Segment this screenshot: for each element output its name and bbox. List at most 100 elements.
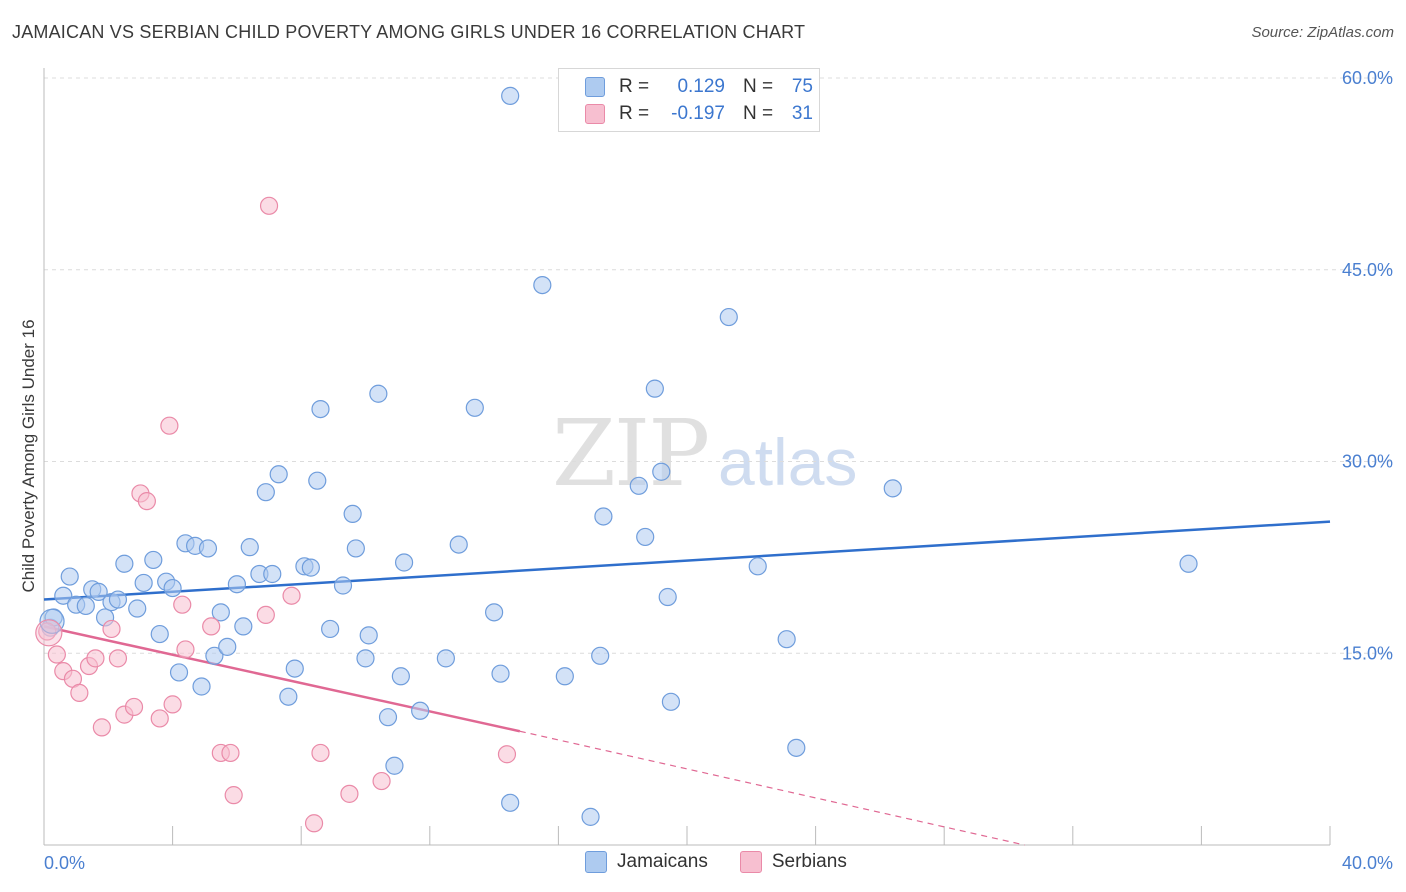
jamaicans-swatch xyxy=(585,77,605,97)
serbians-legend-label: Serbians xyxy=(771,851,847,872)
serbian-point xyxy=(259,196,279,215)
jamaican-point xyxy=(777,630,796,649)
jamaican-point xyxy=(311,399,330,419)
jamaican-point xyxy=(256,483,275,502)
n-value: 75 xyxy=(791,76,813,97)
x-tick-label-min: 0.0% xyxy=(44,853,85,873)
r-value: 0.129 xyxy=(677,76,725,97)
jamaican-point xyxy=(658,587,677,607)
serbian-point xyxy=(340,784,359,803)
serbians-legend-swatch xyxy=(739,851,762,873)
serbian-point xyxy=(163,695,182,714)
legend-row-serbians: R = -0.197 N = 31 xyxy=(585,102,813,126)
jamaican-point xyxy=(436,649,455,668)
serbian-point xyxy=(70,683,89,702)
jamaican-point xyxy=(128,599,147,618)
jamaican-point xyxy=(636,527,655,547)
jamaican-point xyxy=(883,479,902,498)
n-label: N = xyxy=(743,76,774,97)
jamaican-point xyxy=(301,558,320,577)
jamaican-point xyxy=(485,603,504,622)
axes xyxy=(43,68,1331,846)
jamaican-point xyxy=(359,626,378,645)
trend-lines xyxy=(43,520,1331,846)
jamaican-point xyxy=(333,576,353,595)
jamaican-point xyxy=(748,557,767,576)
jamaican-point xyxy=(594,507,613,526)
jamaican-point xyxy=(652,462,671,481)
jamaican-point xyxy=(661,692,681,711)
jamaican-point xyxy=(211,603,230,622)
serbian-point xyxy=(256,605,275,625)
serbian-point xyxy=(224,786,243,805)
jamaican-point xyxy=(308,471,327,490)
serbian-point xyxy=(497,745,517,764)
r-value: -0.197 xyxy=(671,103,725,124)
jamaican-point xyxy=(491,664,510,683)
jamaican-point xyxy=(321,619,340,639)
jamaican-point xyxy=(533,275,552,295)
jamaicans-legend-swatch xyxy=(585,851,607,873)
serbian-point xyxy=(221,743,240,763)
series-legend: Jamaicans Serbians xyxy=(585,851,847,873)
y-tick-label: 30.0% xyxy=(1342,452,1393,472)
r-label: R = xyxy=(619,103,650,124)
jamaican-point xyxy=(581,807,600,826)
jamaican-point xyxy=(192,677,211,696)
serbian-point xyxy=(282,586,301,605)
jamaican-point xyxy=(645,379,664,398)
serbians-trend-line xyxy=(43,625,521,733)
serbian-cluster-point xyxy=(35,619,63,647)
jamaican-cluster-point xyxy=(39,608,65,634)
jamaican-point xyxy=(205,646,224,665)
x-tick-label-max: 40.0% xyxy=(1342,853,1393,873)
data-points xyxy=(35,86,1198,833)
jamaican-point xyxy=(134,573,153,593)
jamaican-point xyxy=(394,553,414,572)
serbian-point xyxy=(176,640,195,659)
jamaican-point xyxy=(501,86,520,105)
jamaican-point xyxy=(150,624,169,644)
serbian-point xyxy=(160,416,179,435)
serbian-point xyxy=(124,697,144,717)
r-label: R = xyxy=(619,76,650,97)
jamaican-point xyxy=(591,646,610,665)
jamaican-point xyxy=(411,701,430,720)
serbian-point xyxy=(86,649,105,668)
jamaican-point xyxy=(163,578,182,598)
legend-row-jamaicans: R = 0.129 N = 75 xyxy=(585,75,813,99)
serbian-point xyxy=(150,709,169,728)
serbian-point xyxy=(202,617,221,636)
serbian-point xyxy=(108,649,128,668)
serbians-trend-extrapolation xyxy=(519,730,1025,846)
serbian-point xyxy=(372,771,391,791)
jamaican-point xyxy=(227,575,246,594)
serbian-point xyxy=(47,645,66,664)
jamaican-point xyxy=(555,667,574,686)
jamaican-point xyxy=(465,398,484,417)
n-label: N = xyxy=(743,103,774,124)
jamaican-point xyxy=(285,659,304,678)
chart-title: JAMAICAN VS SERBIAN CHILD POVERTY AMONG … xyxy=(12,22,806,42)
jamaican-point xyxy=(346,539,365,558)
n-value: 31 xyxy=(791,103,813,124)
correlation-legend: R = 0.129 N = 75 R = -0.197 N = 31 xyxy=(558,68,820,132)
jamaican-point xyxy=(391,667,410,686)
jamaican-point xyxy=(787,738,806,757)
jamaican-point xyxy=(343,504,362,524)
jamaican-point xyxy=(378,708,398,727)
jamaicans-trend-line xyxy=(43,520,1331,601)
serbian-point xyxy=(137,492,156,511)
serbians-swatch xyxy=(585,104,605,124)
jamaican-point xyxy=(218,637,237,656)
jamaican-point xyxy=(1179,554,1198,573)
jamaican-point xyxy=(144,550,163,570)
jamaican-point xyxy=(108,590,128,609)
jamaican-point xyxy=(719,307,738,327)
jamaican-point xyxy=(263,564,282,584)
serbian-point xyxy=(304,814,324,833)
jamaican-point xyxy=(60,567,79,586)
jamaican-point xyxy=(385,756,404,775)
serbian-point xyxy=(173,595,192,614)
y-tick-label: 45.0% xyxy=(1342,260,1393,280)
